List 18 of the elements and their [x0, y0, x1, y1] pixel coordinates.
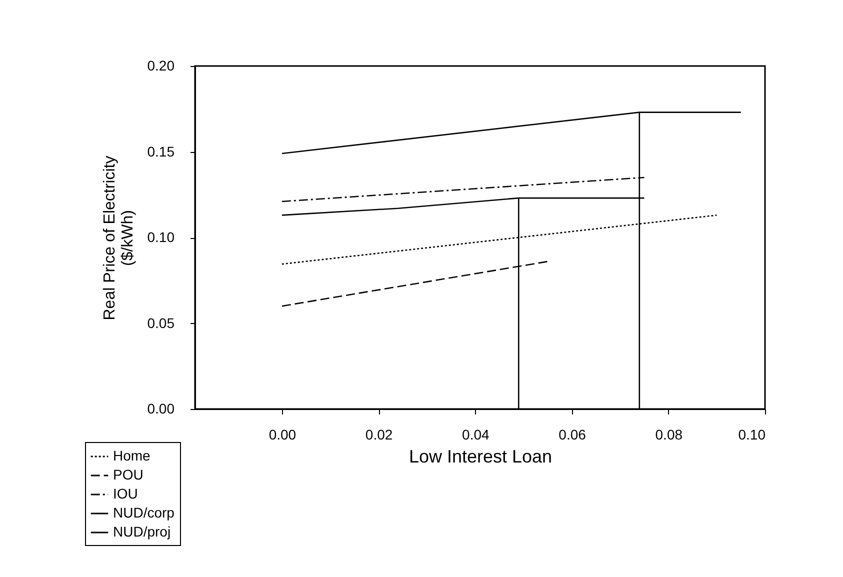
x-tick-label: 0.04: [462, 426, 490, 442]
x-tick-label: 0.10: [738, 426, 766, 442]
y-tick-label: 0.20: [147, 58, 175, 74]
y-tick-label: 0.15: [147, 143, 175, 160]
x-tick-label: 0.06: [558, 426, 586, 442]
legend-label: NUD/corp: [113, 504, 175, 520]
legend-label: Home: [113, 448, 151, 464]
y-tick-label: 0.10: [147, 229, 175, 245]
y-tick-label: 0.00: [147, 400, 175, 416]
x-tick-label: 0.08: [655, 426, 683, 442]
x-tick-label: 0.00: [268, 426, 296, 442]
y-tick-label: 0.05: [147, 314, 175, 331]
x-tick-label: 0.02: [365, 426, 393, 442]
legend-label: NUD/proj: [113, 524, 171, 540]
legend-label: IOU: [113, 486, 138, 502]
y-axis-title: Real Price of Electricity ($/kWh): [101, 156, 136, 320]
legend-label: POU: [113, 466, 144, 482]
x-axis-title: Low Interest Loan: [408, 446, 552, 466]
